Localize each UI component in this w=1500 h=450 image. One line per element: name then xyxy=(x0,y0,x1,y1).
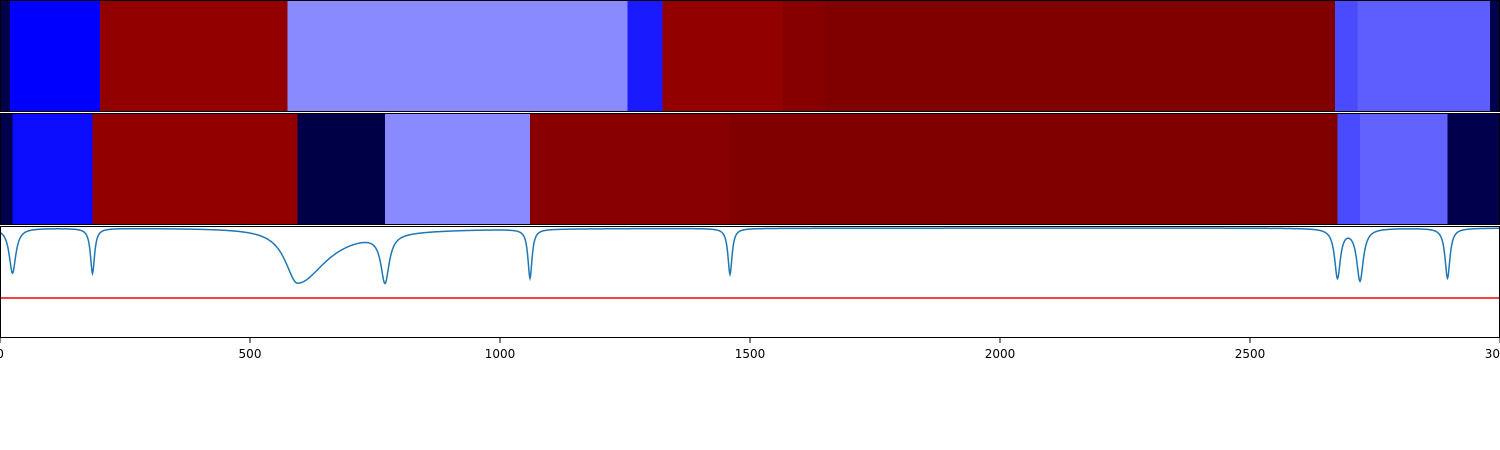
heatmap-2-segment-6 xyxy=(730,113,1338,225)
heatmap-panel-2 xyxy=(0,113,1500,225)
line-panel xyxy=(0,226,1500,338)
heatmap-panel-1 xyxy=(0,0,1500,112)
heatmap-1-segment-0 xyxy=(0,0,11,112)
heatmap-1-segment-7 xyxy=(825,0,1336,112)
x-tick-label-4: 2000 xyxy=(985,347,1016,361)
heatmap-1-segment-1 xyxy=(10,0,101,112)
heatmap-1-segment-4 xyxy=(627,0,663,112)
heatmap-2-segment-2 xyxy=(92,113,298,225)
line-panel-background xyxy=(0,226,1500,338)
heatmap-2-segment-0 xyxy=(0,113,13,225)
x-tick-label-6: 3000 xyxy=(1485,347,1500,361)
heatmap-1-segment-2 xyxy=(100,0,288,112)
heatmap-1-segment-5 xyxy=(662,0,783,112)
heatmap-2-segment-7 xyxy=(1337,113,1361,225)
heatmap-1-segment-3 xyxy=(287,0,628,112)
x-tick-label-5: 2500 xyxy=(1235,347,1266,361)
x-tick-label-2: 1000 xyxy=(485,347,516,361)
heatmap-1-segment-8 xyxy=(1335,0,1358,112)
x-tick-label-1: 500 xyxy=(239,347,262,361)
signal-line-0 xyxy=(0,227,1500,285)
x-tick-label-3: 1500 xyxy=(735,347,766,361)
heatmap-2-segment-4 xyxy=(385,113,531,225)
heatmap-2-segment-1 xyxy=(12,113,93,225)
heatmap-1-segment-6 xyxy=(782,0,826,112)
heatmap-2-segment-9 xyxy=(1447,113,1500,225)
heatmap-1-segment-10 xyxy=(1490,0,1500,112)
heatmap-2-segment-8 xyxy=(1360,113,1448,225)
heatmap-1-segment-9 xyxy=(1357,0,1491,112)
heatmap-2-segment-5 xyxy=(530,113,731,225)
x-tick-label-0: 0 xyxy=(0,347,4,361)
x-axis: 0 500 1000 1500 2000 2500 3000 xyxy=(0,338,1500,361)
heatmap-2-segment-3 xyxy=(297,113,386,225)
